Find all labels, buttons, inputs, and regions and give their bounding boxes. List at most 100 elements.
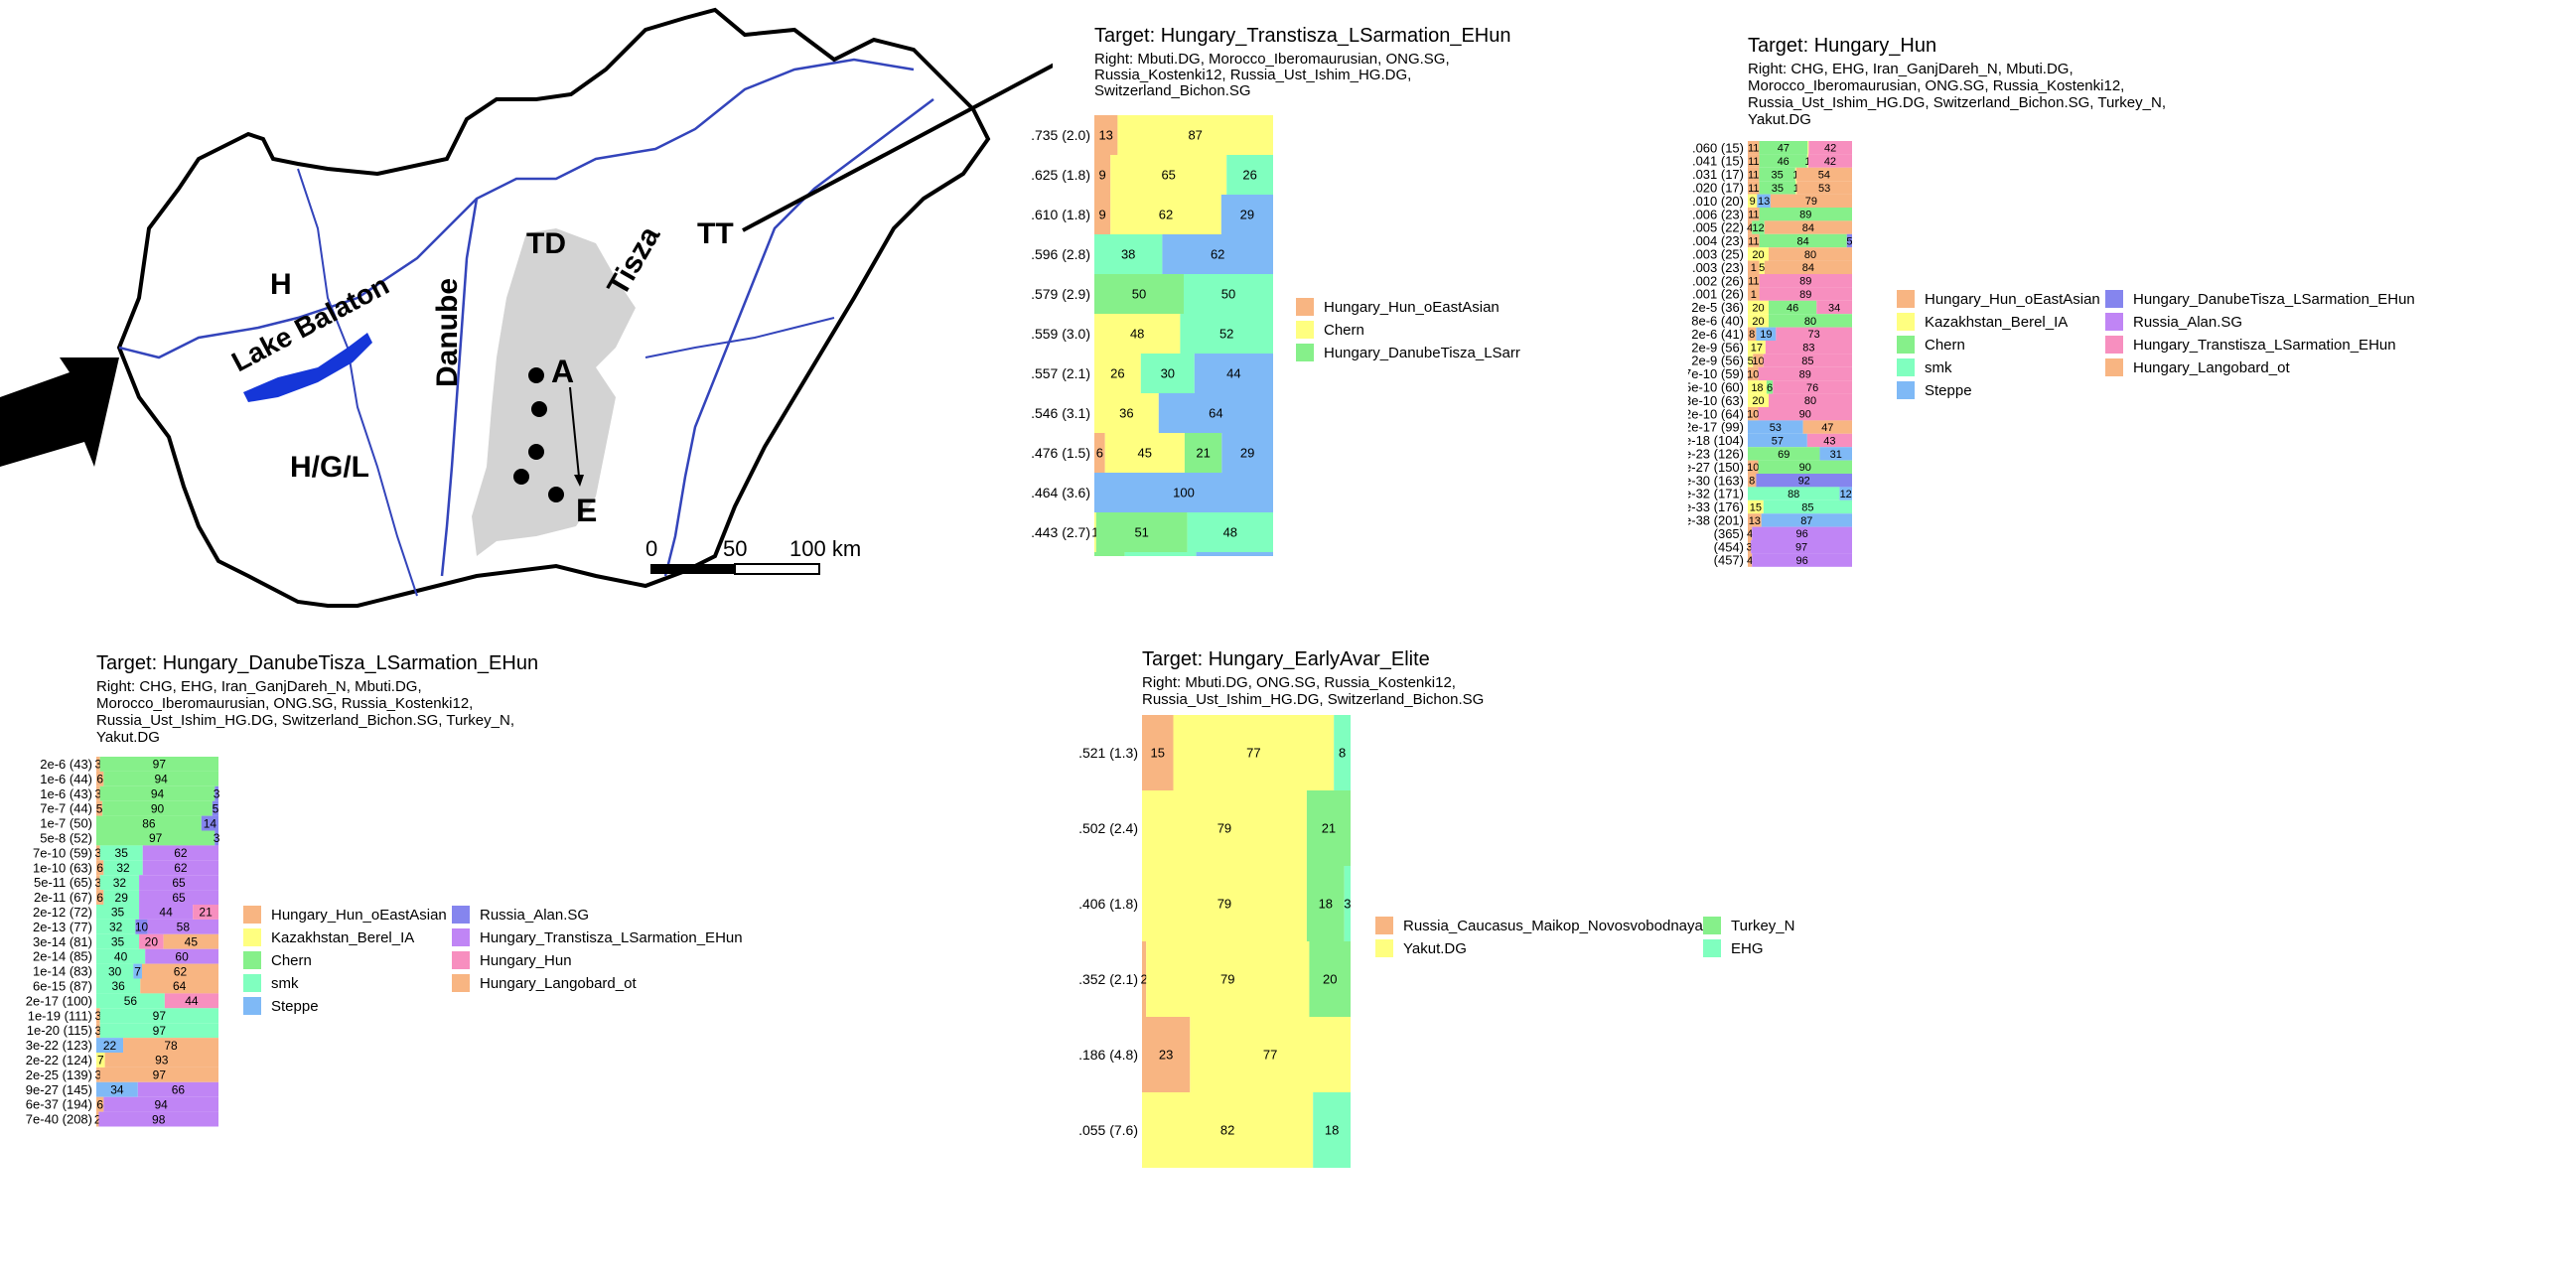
bar-segment [1839, 487, 1852, 500]
bar-segment [1758, 366, 1852, 381]
segment-label: 17 [1751, 343, 1763, 355]
segment-label: 44 [185, 994, 199, 1008]
segment-label: 96 [1795, 528, 1807, 540]
bar-segment [1748, 499, 1764, 514]
legend-label: Hungary_Langobard_ot [2133, 359, 2290, 376]
legend-swatch [243, 928, 261, 946]
segment-label: 3 [95, 786, 102, 800]
segment-label: 30 [108, 964, 122, 978]
segment-label: 80 [1804, 249, 1816, 261]
segment-label: 6 [96, 1097, 103, 1111]
segment-label: 9 [1098, 168, 1105, 183]
legend-label: Steppe [1925, 382, 1972, 399]
bar-segment [1094, 274, 1184, 314]
bar-segment [1748, 553, 1753, 567]
bar-segment [140, 978, 218, 994]
bar-segment [1748, 393, 1769, 407]
segment-label: 20 [1323, 972, 1337, 987]
segment-label: 3 [1344, 897, 1351, 912]
segment-label: 30 [1161, 366, 1175, 381]
segment-label: 5 [1846, 235, 1852, 247]
segment-label: 80 [1804, 316, 1816, 328]
legend-swatch [243, 997, 261, 1015]
segment-label: 50 [1132, 287, 1146, 302]
legend-swatch [2105, 336, 2123, 354]
bar-segment [201, 815, 218, 831]
segment-label: 20 [1752, 302, 1764, 314]
bar-segment [96, 785, 100, 801]
segment-label: 62 [174, 964, 188, 978]
segment-label: 84 [1802, 222, 1814, 234]
row-label: 5e-10 (60) [1688, 379, 1744, 394]
chart-subtitle: Russia_Kostenki12, Russia_Ust_Ishim_HG.D… [1094, 67, 1411, 83]
row-label: 2e-11 (67) [34, 890, 92, 905]
segment-label: 44 [1226, 366, 1240, 381]
bar-segment [96, 919, 136, 934]
bar-segment [1158, 393, 1273, 433]
bar-segment [1806, 433, 1852, 448]
row-label: 2e-30 (163) [1688, 473, 1744, 488]
bar-segment [145, 948, 218, 964]
bar-segment [96, 1023, 100, 1039]
bar-segment [96, 1038, 124, 1053]
row-label: 2e-17 (100) [26, 993, 92, 1008]
row-label: 9e-27 (145) [26, 1082, 92, 1097]
row-label: 2e-22 (124) [26, 1053, 92, 1068]
legend-swatch [2105, 358, 2123, 376]
segment-label: 1 [1792, 169, 1798, 181]
segment-label: 50 [1221, 287, 1235, 302]
bar-segment [102, 800, 213, 816]
legend-swatch [1703, 917, 1721, 934]
segment-label: 19 [1760, 329, 1772, 341]
tt-pointer-line [742, 63, 1053, 232]
bar-segment [1759, 274, 1852, 288]
legend-label: smk [271, 975, 299, 992]
segment-label: 62 [174, 861, 188, 875]
bar-segment [1748, 141, 1760, 155]
row-label: (457) [1714, 553, 1744, 568]
bar-segment [1759, 260, 1765, 274]
segment-label: 11 [1748, 210, 1759, 221]
row-label: .579 (2.9) [1031, 286, 1090, 302]
bar-segment [1748, 433, 1807, 448]
row-label: 2e-17 (99) [1688, 420, 1744, 435]
map-label-td: TD [526, 227, 566, 260]
row-label: .352 (2.1) [1078, 971, 1138, 987]
row-label: .464 (3.6) [1031, 485, 1090, 500]
scale-bar-black [650, 564, 735, 574]
legend-swatch [452, 951, 470, 969]
chart-earlyavar: Target: Hungary_EarlyAvar_Elite Right: Mb… [1078, 648, 1794, 1168]
segment-label: 89 [1799, 276, 1811, 288]
segment-label: 13 [1758, 196, 1770, 208]
bar-segment [133, 963, 142, 979]
bar-segment [1748, 513, 1762, 527]
bar-segment [1846, 233, 1852, 248]
bar-segment [1748, 341, 1766, 355]
bar-segment [1094, 195, 1111, 234]
segment-label: 12 [1752, 222, 1764, 234]
bar-segment [1142, 866, 1307, 941]
row-label: 2e-14 (85) [33, 949, 92, 964]
legend-swatch [1897, 290, 1915, 308]
row-label: 2e-9 (56) [1691, 354, 1744, 368]
bar-segment [1110, 195, 1221, 234]
legend-swatch [1897, 336, 1915, 354]
bar-segment [215, 830, 218, 846]
segment-label: 40 [114, 949, 128, 963]
bar-segment [1142, 1092, 1314, 1168]
row-label: .060 (15) [1692, 140, 1744, 155]
segment-label: 79 [1220, 972, 1234, 987]
segment-label: 34 [110, 1082, 124, 1096]
segment-label: 36 [1119, 406, 1133, 421]
row-label: 1e-19 (111) [28, 1008, 92, 1023]
chart-subtitle: Russia_Ust_Ishim_HG.DG, Switzerland_Bich… [96, 712, 514, 729]
bar-segment [1094, 155, 1111, 195]
bar-segment [1795, 167, 1852, 182]
row-label: 2e-13 (77) [33, 920, 92, 934]
bar-segment [1748, 181, 1760, 195]
segment-label: 32 [116, 861, 130, 875]
bar-segment [135, 919, 148, 934]
bar-segment [1094, 115, 1118, 155]
bar-segment [99, 785, 215, 801]
segment-label: 4 [1747, 222, 1753, 234]
